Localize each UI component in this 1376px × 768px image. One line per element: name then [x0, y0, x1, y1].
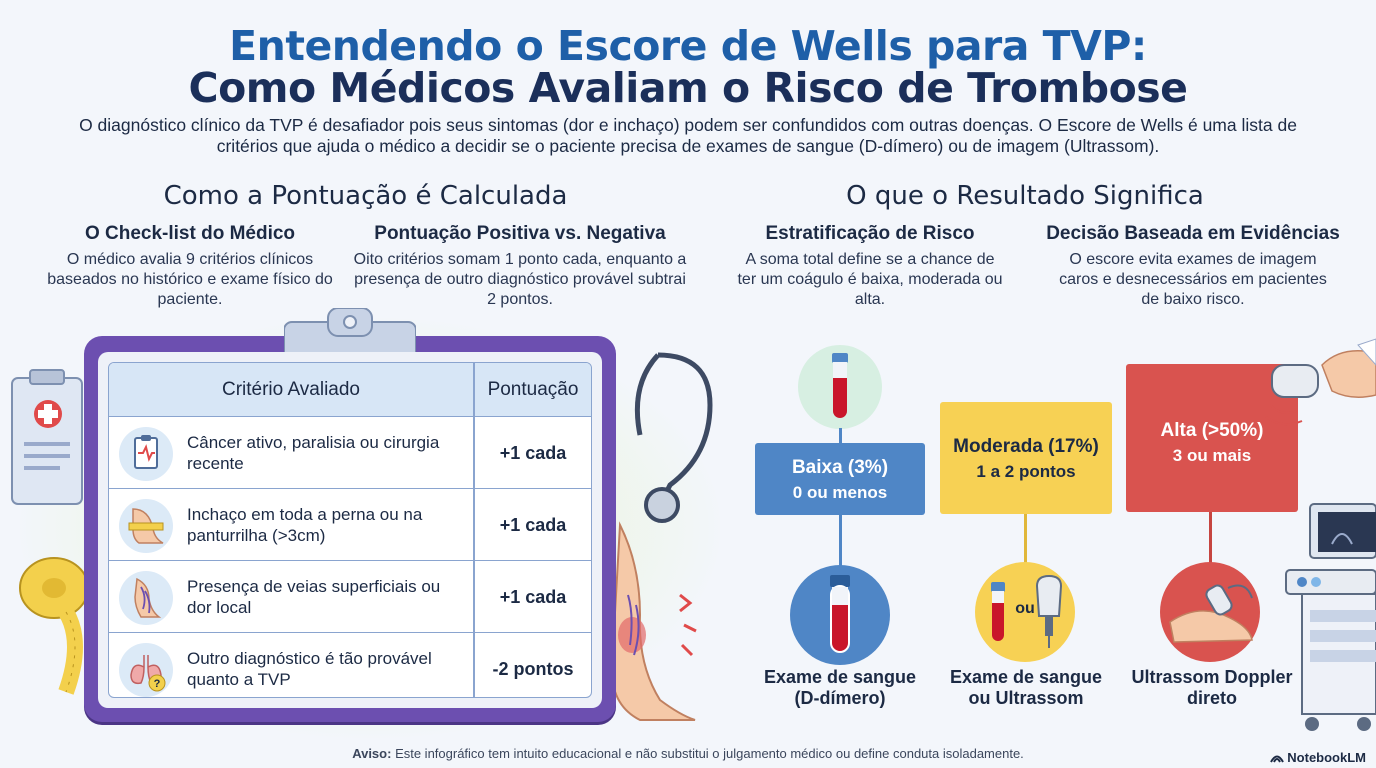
medical-chart-icon: [119, 427, 173, 481]
risk-moderate-label: Moderada (17%): [953, 436, 1099, 457]
ultrasound-probe-hand-icon: [1265, 338, 1376, 426]
or-label: ou: [1015, 600, 1035, 617]
intro-text: O diagnóstico clínico da TVP é desafiado…: [79, 115, 1297, 156]
page-title-line2: Como Médicos Avaliam o Risco de Trombose: [188, 64, 1188, 112]
row-criterion: Presença de veias superficiais ou dor lo…: [187, 577, 441, 617]
ultrasound-leg-icon: [1169, 584, 1253, 643]
column-divider: [473, 363, 475, 697]
checklist-text: O médico avalia 9 critérios clínicos bas…: [47, 251, 333, 308]
disclaimer-text: Este infográfico tem intuito educacional…: [395, 746, 1024, 761]
moderate-connector: [1024, 514, 1027, 564]
risk-low-points: 0 ou menos: [792, 483, 888, 502]
risk-strat-title: Estratificação de Risco: [765, 223, 975, 244]
table-row: Câncer ativo, paralisia ou cirurgia rece…: [109, 418, 591, 489]
low-connector-top: [839, 428, 842, 444]
row-criterion: Inchaço em toda a perna ou na panturrilh…: [187, 505, 423, 545]
table-header: Critério Avaliado Pontuação: [109, 363, 591, 417]
row-criterion: Câncer ativo, paralisia ou cirurgia rece…: [187, 433, 440, 473]
ultrasound-machine-icon: [1285, 503, 1376, 731]
evidence-text: O escore evita exames de imagem caros e …: [1059, 251, 1327, 308]
moderate-result-text: Exame de sangue ou Ultrassom: [949, 667, 1103, 708]
evidence-title: Decisão Baseada em Evidências: [1046, 223, 1340, 244]
disclaimer: Aviso: Este infográfico tem intuito educ…: [0, 746, 1376, 761]
risk-low-box: Baixa (3%) 0 ou menos: [755, 443, 925, 515]
risk-high-points: 3 ou mais: [1172, 446, 1252, 465]
row-score: +1 cada: [499, 587, 567, 607]
risk-strat-text: A soma total define se a chance de ter u…: [737, 251, 1003, 308]
high-connector: [1209, 512, 1212, 564]
risk-moderate-points: 1 a 2 pontos: [976, 462, 1076, 481]
high-result-circle: [1160, 562, 1260, 662]
table-row: ? Outro diagnóstico é tão provável quant…: [109, 634, 591, 697]
row-criterion: Outro diagnóstico é tão provável quanto …: [187, 649, 432, 689]
lungs-question-icon: ?: [119, 643, 173, 697]
stethoscope-leg-illustration: [610, 352, 713, 721]
blood-tube-icon: [830, 575, 850, 653]
page-title-line1: Entendendo o Escore de Wells para TVP:: [229, 22, 1147, 70]
score-type-text: Oito critérios somam 1 ponto cada, enqua…: [353, 251, 687, 308]
low-result-circle: [790, 565, 890, 665]
brand-name: NotebookLM: [1287, 750, 1366, 765]
table-row: Presença de veias superficiais ou dor lo…: [109, 562, 591, 633]
score-type-title: Pontuação Positiva vs. Negativa: [374, 223, 666, 244]
low-top-circle: [798, 345, 882, 429]
moderate-result-circle: ou: [975, 562, 1075, 662]
disclaimer-label: Aviso:: [352, 746, 392, 761]
criteria-clipboard: Critério Avaliado Pontuação Câncer ativo…: [84, 308, 616, 722]
high-result-text: Ultrassom Doppler direto: [1131, 667, 1293, 708]
table-row: Inchaço em toda a perna ou na panturrilh…: [109, 490, 591, 561]
brand-logo: NotebookLM: [1269, 750, 1366, 765]
row-score: +1 cada: [499, 443, 567, 463]
leg-measure-icon: [119, 499, 173, 553]
header-criterion: Critério Avaliado: [221, 379, 360, 400]
blood-tube-icon: [832, 353, 848, 418]
veins-icon: [119, 571, 173, 625]
low-result-text: Exame de sangue (D-dímero): [763, 667, 917, 708]
left-section-heading: Como a Pontuação é Calculada: [163, 181, 568, 211]
risk-high-label: Alta (>50%): [1160, 420, 1264, 441]
risk-low-label: Baixa (3%): [791, 457, 889, 478]
measuring-tape-icon: [19, 557, 89, 695]
checklist-title: O Check-list do Médico: [84, 223, 296, 244]
risk-high-box: Alta (>50%) 3 ou mais: [1126, 364, 1298, 512]
criteria-table: Critério Avaliado Pontuação Câncer ativo…: [108, 362, 592, 698]
medical-clipboard-icon: [11, 369, 83, 505]
header-score: Pontuação: [487, 379, 579, 400]
svg-text:?: ?: [154, 678, 161, 690]
right-section-heading: O que o Resultado Significa: [846, 181, 1204, 211]
low-connector-bottom: [839, 515, 842, 567]
row-score: +1 cada: [499, 515, 567, 535]
tube-or-probe-icon: [991, 574, 1063, 648]
notebooklm-logo-icon: [1269, 755, 1284, 763]
row-score: -2 pontos: [492, 659, 574, 679]
risk-moderate-box: Moderada (17%) 1 a 2 pontos: [940, 402, 1112, 514]
